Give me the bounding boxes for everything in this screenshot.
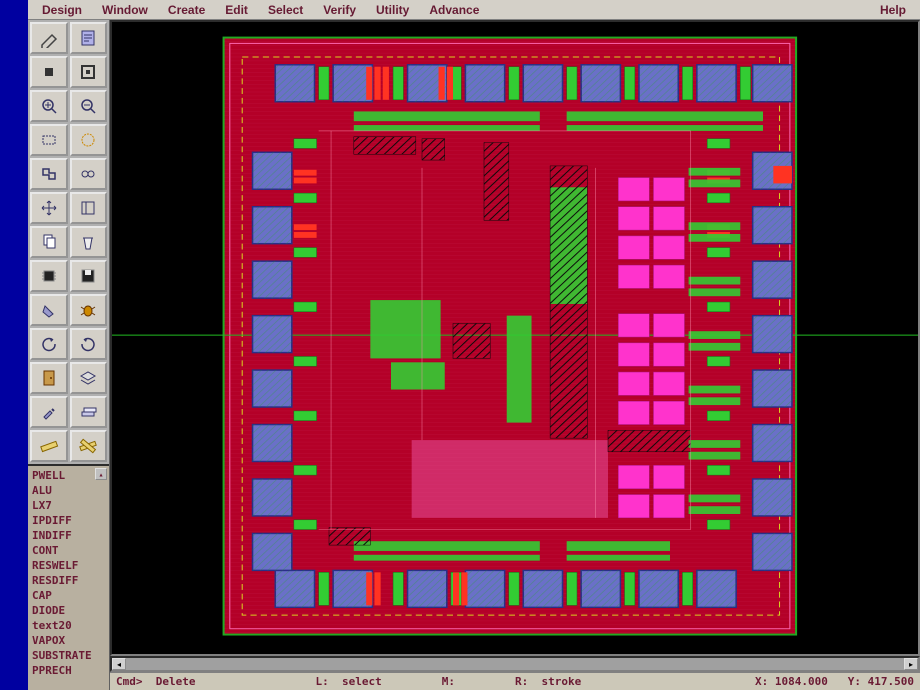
layer-list[interactable]: ▴ PWELLALULX7IPDIFFINDIFFCONTRESWELFRESD… (28, 464, 109, 690)
layer-item[interactable]: LX7 (32, 498, 109, 513)
save-button[interactable] (70, 260, 108, 292)
chip-icon (39, 266, 59, 286)
menu-utility[interactable]: Utility (366, 1, 419, 19)
layer-item[interactable]: IPDIFF (32, 513, 109, 528)
new-circle-button[interactable] (70, 124, 108, 156)
menu-create[interactable]: Create (158, 1, 215, 19)
status-cmd-prefix: Cmd> (116, 675, 143, 688)
layer-item[interactable]: SUBSTRATE (32, 648, 109, 663)
scroll-left-arrow[interactable]: ◂ (112, 658, 126, 670)
layer-item[interactable]: INDIFF (32, 528, 109, 543)
copy-icon (39, 232, 59, 252)
zoom-out-button[interactable] (70, 90, 108, 122)
layers-button[interactable] (70, 362, 108, 394)
status-cmd-text: Delete (156, 675, 196, 688)
bucket-button[interactable] (30, 294, 68, 326)
layers-icon (78, 368, 98, 388)
stack-button[interactable] (70, 396, 108, 428)
link-button[interactable] (70, 158, 108, 190)
zoom-in-icon (39, 96, 59, 116)
new-rect-icon (39, 130, 59, 150)
tool-grid (28, 20, 109, 464)
ruler-button[interactable] (30, 430, 68, 462)
layer-item[interactable]: RESWELF (32, 558, 109, 573)
toolbox: ▴ PWELLALULX7IPDIFFINDIFFCONTRESWELFRESD… (28, 20, 110, 690)
canvas-area: ◂ ▸ Cmd> Delete L: select M: R: stroke (110, 20, 920, 690)
menu-window[interactable]: Window (92, 1, 158, 19)
pencil-button[interactable] (30, 22, 68, 54)
scroll-right-arrow[interactable]: ▸ (904, 658, 918, 670)
ruler-icon (39, 436, 59, 456)
bucket-icon (39, 300, 59, 320)
status-cmd-value (143, 675, 156, 688)
horizontal-scrollbar[interactable]: ◂ ▸ (110, 656, 920, 672)
ruler-cross-button[interactable] (70, 430, 108, 462)
bug-button[interactable] (70, 294, 108, 326)
panel-icon (78, 198, 98, 218)
status-Y-label: Y: (848, 675, 861, 688)
new-circle-icon (78, 130, 98, 150)
status-X-value: 1084.000 (775, 675, 828, 688)
layer-item[interactable]: ALU (32, 483, 109, 498)
new-rect-button[interactable] (30, 124, 68, 156)
trash-button[interactable] (70, 226, 108, 258)
dropper-icon (39, 402, 59, 422)
status-X-label: X: (755, 675, 768, 688)
status-R-label: R: (515, 675, 528, 688)
status-M-label: M: (442, 675, 455, 688)
door-icon (39, 368, 59, 388)
undo-icon (39, 334, 59, 354)
layer-item[interactable]: CAP (32, 588, 109, 603)
layer-item[interactable]: VAPOX (32, 633, 109, 648)
app-window: Design Window Create Edit Select Verify … (28, 0, 920, 690)
trash-icon (78, 232, 98, 252)
focus-in-icon (39, 62, 59, 82)
layer-item[interactable]: PPRECH (32, 663, 109, 678)
layer-item[interactable]: RESDIFF (32, 573, 109, 588)
pencil-icon (39, 28, 59, 48)
move-button[interactable] (30, 192, 68, 224)
layer-item[interactable]: DIODE (32, 603, 109, 618)
undo-button[interactable] (30, 328, 68, 360)
menubar: Design Window Create Edit Select Verify … (28, 0, 920, 20)
menu-design[interactable]: Design (32, 1, 92, 19)
bug-icon (78, 300, 98, 320)
zoom-in-button[interactable] (30, 90, 68, 122)
panel-button[interactable] (70, 192, 108, 224)
layer-scroll-up[interactable]: ▴ (95, 468, 107, 480)
menu-select[interactable]: Select (258, 1, 313, 19)
statusbar: Cmd> Delete L: select M: R: stroke X: 10… (110, 672, 920, 690)
bus-button[interactable] (30, 158, 68, 190)
copy-button[interactable] (30, 226, 68, 258)
link-icon (78, 164, 98, 184)
menu-advance[interactable]: Advance (419, 1, 489, 19)
menu-help[interactable]: Help (870, 1, 916, 19)
layer-item[interactable]: CONT (32, 543, 109, 558)
scroll-track[interactable] (126, 658, 904, 670)
menu-verify[interactable]: Verify (313, 1, 366, 19)
status-Y-value: 417.500 (868, 675, 914, 688)
zoom-out-icon (78, 96, 98, 116)
focus-out-button[interactable] (70, 56, 108, 88)
focus-in-button[interactable] (30, 56, 68, 88)
bus-icon (39, 164, 59, 184)
status-L-value: select (342, 675, 382, 688)
ruler-cross-icon (78, 436, 98, 456)
dropper-button[interactable] (30, 396, 68, 428)
save-icon (78, 266, 98, 286)
status-R-value: stroke (542, 675, 582, 688)
focus-out-icon (78, 62, 98, 82)
move-icon (39, 198, 59, 218)
chip-button[interactable] (30, 260, 68, 292)
redo-button[interactable] (70, 328, 108, 360)
status-L-label: L: (316, 675, 329, 688)
layer-item[interactable]: text20 (32, 618, 109, 633)
edit-form-icon (78, 28, 98, 48)
redo-icon (78, 334, 98, 354)
layout-canvas[interactable] (110, 20, 920, 656)
stack-icon (78, 402, 98, 422)
menu-edit[interactable]: Edit (215, 1, 258, 19)
door-button[interactable] (30, 362, 68, 394)
edit-form-button[interactable] (70, 22, 108, 54)
